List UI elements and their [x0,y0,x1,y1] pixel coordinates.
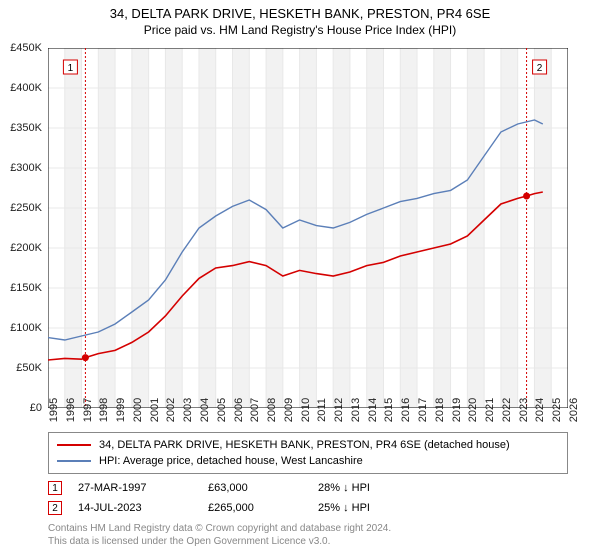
y-tick-label: £250K [10,202,42,214]
sale-diff: 28% ↓ HPI [318,482,438,494]
sale-table: 1 27-MAR-1997£63,00028% ↓ HPI 2 14-JUL-2023… [48,478,568,518]
x-tick-label: 2002 [165,398,177,422]
x-tick-label: 2005 [216,398,228,422]
y-tick-label: £400K [10,82,42,94]
legend-swatch [57,444,91,446]
chart-title: 34, DELTA PARK DRIVE, HESKETH BANK, PRES… [0,0,600,23]
footer-line1: Contains HM Land Registry data © Crown c… [48,522,568,535]
y-tick-label: £350K [10,122,42,134]
y-tick-label: £100K [10,322,42,334]
y-tick-label: £300K [10,162,42,174]
x-tick-label: 2010 [300,398,312,422]
y-tick-label: £0 [30,402,42,414]
sale-badge: 2 [48,501,62,515]
sale-diff: 25% ↓ HPI [318,502,438,514]
x-tick-label: 2009 [283,398,295,422]
x-tick-label: 2006 [233,398,245,422]
sale-badge: 1 [48,481,62,495]
legend-label: HPI: Average price, detached house, West… [99,455,363,467]
footer-line2: This data is licensed under the Open Gov… [48,535,568,548]
sale-price: £63,000 [208,482,318,494]
chart-svg: 12 [48,48,568,408]
y-tick-label: £150K [10,282,42,294]
x-tick-label: 2020 [467,398,479,422]
x-tick-label: 1998 [98,398,110,422]
x-tick-label: 1995 [48,398,60,422]
x-tick-label: 2000 [132,398,144,422]
x-tick-label: 2001 [149,398,161,422]
svg-text:1: 1 [68,63,74,74]
legend-row: 34, DELTA PARK DRIVE, HESKETH BANK, PRES… [57,437,559,453]
legend-swatch [57,460,91,462]
x-tick-label: 2026 [568,398,580,422]
x-tick-label: 2004 [199,398,211,422]
y-tick-label: £450K [10,42,42,54]
chart-subtitle: Price paid vs. HM Land Registry's House … [0,23,600,41]
footer: Contains HM Land Registry data © Crown c… [48,522,568,548]
sale-row: 2 14-JUL-2023£265,00025% ↓ HPI [48,498,568,518]
sale-date: 27-MAR-1997 [78,482,208,494]
x-tick-label: 2014 [367,398,379,422]
x-tick-label: 2012 [333,398,345,422]
legend-label: 34, DELTA PARK DRIVE, HESKETH BANK, PRES… [99,439,510,451]
y-tick-label: £200K [10,242,42,254]
x-tick-label: 2011 [316,398,328,422]
x-tick-label: 1997 [82,398,94,422]
x-tick-label: 1996 [65,398,77,422]
x-tick-label: 2019 [451,398,463,422]
x-tick-label: 2021 [484,398,496,422]
x-tick-label: 2007 [249,398,261,422]
y-tick-label: £50K [16,362,42,374]
legend: 34, DELTA PARK DRIVE, HESKETH BANK, PRES… [48,432,568,474]
x-tick-label: 2017 [417,398,429,422]
x-tick-label: 2023 [518,398,530,422]
x-tick-label: 2022 [501,398,513,422]
x-tick-label: 2008 [266,398,278,422]
x-tick-label: 2018 [434,398,446,422]
sale-row: 1 27-MAR-1997£63,00028% ↓ HPI [48,478,568,498]
x-tick-label: 2015 [383,398,395,422]
x-tick-label: 2024 [534,398,546,422]
x-tick-label: 2003 [182,398,194,422]
sale-date: 14-JUL-2023 [78,502,208,514]
x-tick-label: 2025 [551,398,563,422]
svg-text:2: 2 [537,63,543,74]
chart-area: 12 £0£50K£100K£150K£200K£250K£300K£350K£… [48,48,568,408]
x-tick-label: 2016 [400,398,412,422]
x-tick-label: 2013 [350,398,362,422]
x-tick-label: 1999 [115,398,127,422]
sale-price: £265,000 [208,502,318,514]
legend-row: HPI: Average price, detached house, West… [57,453,559,469]
